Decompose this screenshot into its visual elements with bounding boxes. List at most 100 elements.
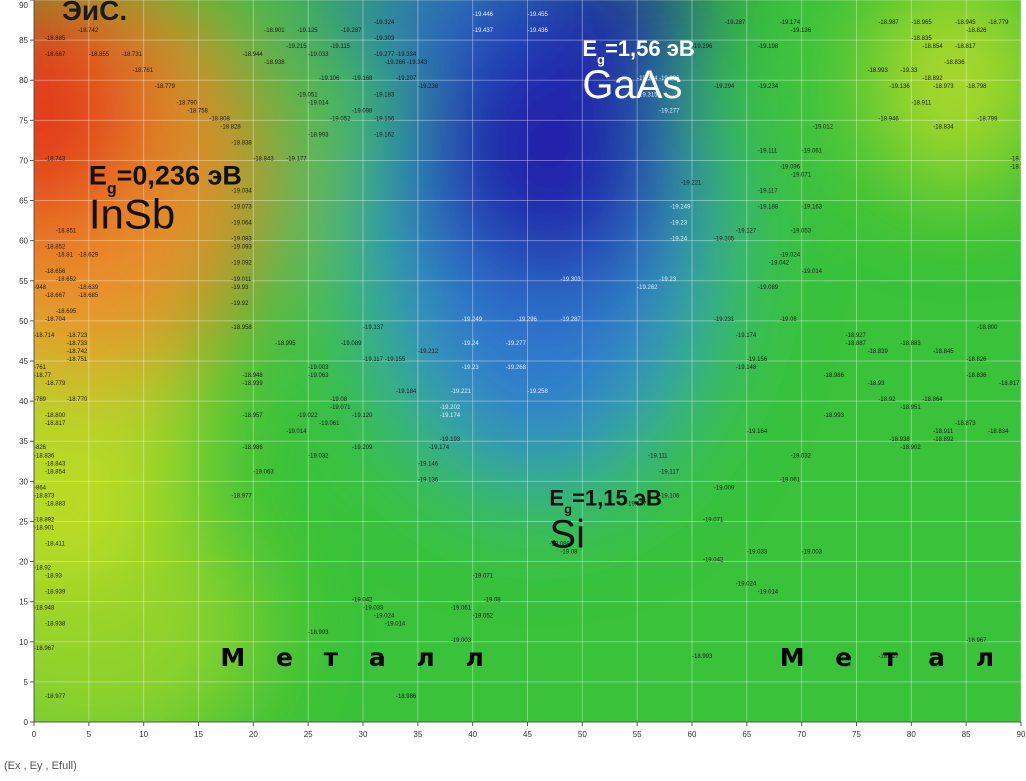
value-label: -18.892 — [34, 517, 55, 523]
value-label: -19.061 — [319, 421, 340, 427]
value-label: -18.834 — [988, 429, 1009, 435]
x-tick-label: 20 — [249, 730, 258, 739]
y-tick-label: 20 — [19, 558, 28, 567]
x-tick-label: 35 — [413, 730, 422, 739]
value-label: -18.965 — [911, 20, 932, 26]
value-label: -18.799 — [977, 116, 998, 122]
y-tick-label: 30 — [19, 477, 28, 486]
x-tick-label: 65 — [742, 730, 751, 739]
value-label: -19.24 — [462, 341, 480, 347]
value-label: -18.834 — [933, 124, 954, 130]
value-label: -18.652 — [56, 277, 77, 283]
value-label: -18.714 — [34, 333, 55, 339]
value-label: -19.193 — [440, 437, 461, 443]
value-label: -19.207 — [396, 76, 417, 82]
value-label: -18.761 — [133, 68, 154, 74]
x-tick-label: 45 — [523, 730, 532, 739]
value-label: -19.436 — [528, 28, 549, 34]
value-label: -19.009 — [714, 485, 735, 491]
y-tick-label: 70 — [19, 156, 28, 165]
value-label: -18.977 — [231, 493, 252, 499]
value-label: -19.137 — [626, 501, 647, 507]
gap-label-insb: Eg=0,236 эВ — [89, 161, 242, 198]
x-tick-label: 40 — [468, 730, 477, 739]
value-label: -19.111 — [648, 453, 668, 459]
material-label-insb: InSb — [89, 191, 175, 238]
value-label: -19.032 — [791, 453, 812, 459]
value-label: -18.927 — [878, 654, 899, 660]
y-tick-label: 80 — [19, 76, 28, 85]
value-label: -18.892 — [933, 437, 954, 443]
y-tick-label: 50 — [19, 317, 28, 326]
y-tick-label: 60 — [19, 237, 28, 246]
x-tick-label: 80 — [907, 730, 916, 739]
value-label: -19.08 — [484, 598, 502, 604]
value-label: -18.883 — [45, 501, 66, 507]
value-label: -19.286 — [659, 76, 680, 82]
value-label: -19.096 — [780, 164, 801, 170]
value-label: -19.277 — [374, 52, 395, 58]
value-label: -19.136 — [889, 84, 910, 90]
value-label: -19.042 — [352, 598, 373, 604]
value-label: -18.854 — [922, 44, 943, 50]
value-label: -18.817 — [999, 381, 1020, 387]
value-label: -18.993 — [824, 413, 845, 419]
value-label: -19.334 — [396, 52, 417, 58]
y-tick-label: 40 — [19, 397, 28, 406]
y-tick-label: 25 — [19, 517, 28, 526]
value-label: -19.053 — [791, 229, 812, 235]
value-label: -19.08 — [560, 550, 578, 556]
value-label: -19.249 — [670, 205, 691, 211]
value-label: -18.939 — [45, 590, 66, 596]
value-label: -19.117 — [659, 469, 680, 475]
value-label: -19.249 — [462, 317, 483, 323]
gap-subscript-gaas: g — [597, 52, 605, 67]
value-label: -19.08 — [780, 317, 798, 323]
value-label: -19.033 — [363, 606, 384, 612]
value-label: -19.205 — [714, 237, 735, 243]
value-label: -19.437 — [473, 28, 494, 34]
value-label: -19.024 — [374, 614, 395, 620]
value-label: -19.277 — [506, 341, 527, 347]
value-label: -18.852 — [45, 245, 66, 251]
value-label: -18.843 — [45, 461, 66, 467]
value-label: -19.012 — [813, 124, 834, 130]
value-label: -18.798 — [966, 84, 987, 90]
value-label: -18.845 — [933, 349, 954, 355]
value-label: -19.343 — [407, 60, 428, 66]
value-label: -19.061 — [451, 606, 472, 612]
value-label: -19.071 — [703, 517, 724, 523]
value-label: -18.843 — [253, 156, 274, 162]
value-label: -18.723 — [67, 333, 88, 339]
axis-ticks: 0 5 10 15 20 25 30 35 40 45 50 55 60 65 70 75 80 85 90 0 5 10… — [19, 0, 1026, 739]
value-label: -19.183 — [374, 92, 395, 98]
value-label: -19.092 — [231, 261, 252, 267]
value-label: -19.174 — [736, 333, 757, 339]
value-label: -18.967 — [966, 638, 987, 644]
footer-caption: (Ex , Ey , Efull) — [4, 760, 77, 772]
value-label: -19.014 — [758, 590, 779, 596]
value-label: -19.08 — [330, 397, 348, 403]
metal-label-2: М е т а л л — [780, 643, 1026, 672]
value-label: -19.011 — [231, 277, 252, 283]
value-label: -19.23 — [670, 221, 688, 227]
value-label: -19.23 — [462, 365, 480, 371]
value-label: -19.168 — [352, 76, 373, 82]
value-label: -19.042 — [769, 261, 790, 267]
value-label: -18.973 — [933, 84, 954, 90]
x-tick-label: 10 — [139, 730, 148, 739]
gap-subscript-si: g — [564, 501, 572, 516]
value-label: -19.098 — [352, 108, 373, 114]
value-label: -18.855 — [89, 52, 110, 58]
value-label: -18.836 — [34, 453, 55, 459]
value-label: -19.188 — [758, 205, 779, 211]
y-tick-label: 15 — [19, 598, 28, 607]
value-label: -19.174 — [429, 445, 450, 451]
value-label: -19.93 — [231, 285, 249, 291]
value-label: -826 — [34, 445, 47, 451]
value-label: -19.174 — [780, 20, 801, 26]
value-label: -19.148 — [736, 365, 757, 371]
value-label: -18.81 — [56, 253, 74, 259]
